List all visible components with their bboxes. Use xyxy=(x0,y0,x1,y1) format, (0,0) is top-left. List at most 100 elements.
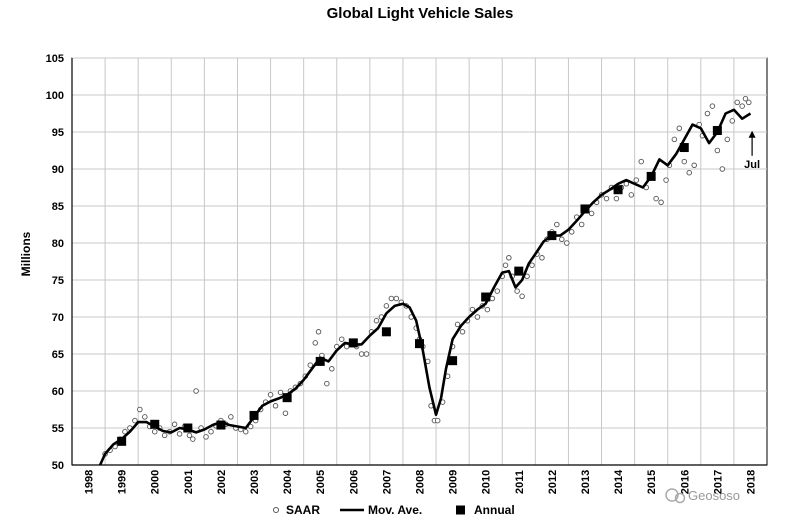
legend-ma-label: Mov. Ave. xyxy=(368,503,422,517)
annual-marker xyxy=(712,126,722,136)
saar-point xyxy=(588,210,595,217)
saar-point xyxy=(663,177,669,183)
x-tick-label: 2017 xyxy=(712,470,724,494)
saar-point xyxy=(676,125,683,132)
saar-point xyxy=(459,329,466,335)
annual-marker xyxy=(216,420,226,430)
saar-point xyxy=(739,103,745,109)
y-axis-label: Millions xyxy=(19,231,33,276)
annual-marker xyxy=(646,171,656,181)
saar-point xyxy=(193,388,199,394)
saar-point xyxy=(142,414,148,420)
saar-point xyxy=(454,321,461,328)
annual-marker xyxy=(679,143,689,153)
annual-marker xyxy=(183,423,193,433)
moving-average-line xyxy=(98,108,752,466)
x-tick-label: 2003 xyxy=(249,470,261,494)
annotation: Jul xyxy=(744,130,760,171)
saar-point xyxy=(242,428,249,435)
saar-point xyxy=(489,295,496,302)
saar-point xyxy=(729,118,736,124)
saar-point xyxy=(704,110,711,117)
saar-point xyxy=(373,317,380,324)
y-tick-label: 90 xyxy=(52,164,64,176)
x-tick-label: 2012 xyxy=(547,470,559,494)
saar-point xyxy=(494,288,501,294)
saar-point xyxy=(469,306,476,313)
saar-point xyxy=(658,199,664,206)
grid xyxy=(71,57,768,466)
saar-point xyxy=(578,221,585,228)
saar-point xyxy=(383,303,390,309)
saar-point xyxy=(277,389,284,396)
y-tick-label: 60 xyxy=(52,386,64,398)
saar-point xyxy=(559,236,565,243)
saar-point xyxy=(709,103,716,109)
legend-saar-label: SAAR xyxy=(286,503,320,517)
saar-point xyxy=(653,195,659,202)
saar-point xyxy=(343,343,350,350)
annotation-label: Jul xyxy=(744,159,760,171)
saar-point xyxy=(324,380,330,387)
saar-point xyxy=(502,262,509,268)
saar-point xyxy=(186,432,193,439)
x-tick-label: 2004 xyxy=(282,469,294,494)
saar-point xyxy=(734,99,740,106)
saar-point xyxy=(714,147,721,154)
x-tick-label: 2001 xyxy=(183,470,195,494)
annual-marker xyxy=(249,410,259,420)
saar-point xyxy=(568,229,575,235)
saar-point xyxy=(122,428,128,435)
saar-point xyxy=(564,240,570,246)
saar-point xyxy=(746,99,752,106)
annual-marker xyxy=(315,356,325,366)
y-ticks: 50 55 60 65 70 75 80 85 90 95 100 105 xyxy=(46,53,64,472)
annual-marker xyxy=(348,338,358,348)
legend-annual-label: Annual xyxy=(474,503,515,517)
watermark: Geososo xyxy=(665,488,740,504)
saar-point xyxy=(312,340,319,346)
saar-point xyxy=(315,329,322,335)
annual-marker xyxy=(580,204,590,214)
saar-point xyxy=(228,414,234,420)
wechat-icon-small xyxy=(674,492,686,504)
saar-point xyxy=(724,136,731,143)
y-tick-label: 80 xyxy=(52,238,64,250)
saar-point xyxy=(393,295,400,302)
annual-marker xyxy=(613,185,623,195)
x-tick-label: 2007 xyxy=(381,470,393,494)
y-tick-label: 105 xyxy=(46,53,64,65)
series-layer xyxy=(98,95,752,466)
annual-marker xyxy=(117,436,127,446)
saar-point xyxy=(519,293,525,300)
saar-point xyxy=(171,421,178,428)
saar-point xyxy=(338,336,345,342)
annual-marker xyxy=(150,419,160,429)
series-saar xyxy=(102,95,752,457)
wechat-icon xyxy=(665,488,679,502)
saar-point xyxy=(554,221,560,228)
saar-point xyxy=(603,195,610,202)
x-tick-label: 2000 xyxy=(150,470,162,494)
y-tick-label: 70 xyxy=(52,312,64,324)
y-tick-label: 85 xyxy=(52,201,64,213)
x-tick-label: 1999 xyxy=(117,470,129,494)
saar-point xyxy=(388,295,395,302)
x-tick-label: 2010 xyxy=(481,470,493,494)
saar-point xyxy=(363,351,370,357)
y-tick-label: 55 xyxy=(52,423,64,435)
saar-point xyxy=(686,169,692,176)
x-ticks: 1998 1999 2000 2001 2002 2003 2004 2005 2006 2007… xyxy=(84,469,758,494)
legend-saar-symbol xyxy=(273,507,279,513)
saar-point xyxy=(742,95,749,102)
y-tick-label: 95 xyxy=(52,127,64,139)
x-tick-label: 2013 xyxy=(580,470,592,494)
saar-point xyxy=(529,262,535,268)
saar-point xyxy=(329,366,335,372)
saar-point xyxy=(137,406,143,413)
saar-point xyxy=(474,314,481,320)
saar-point xyxy=(506,255,512,261)
x-tick-label: 2005 xyxy=(315,470,327,494)
saar-point xyxy=(203,434,209,440)
